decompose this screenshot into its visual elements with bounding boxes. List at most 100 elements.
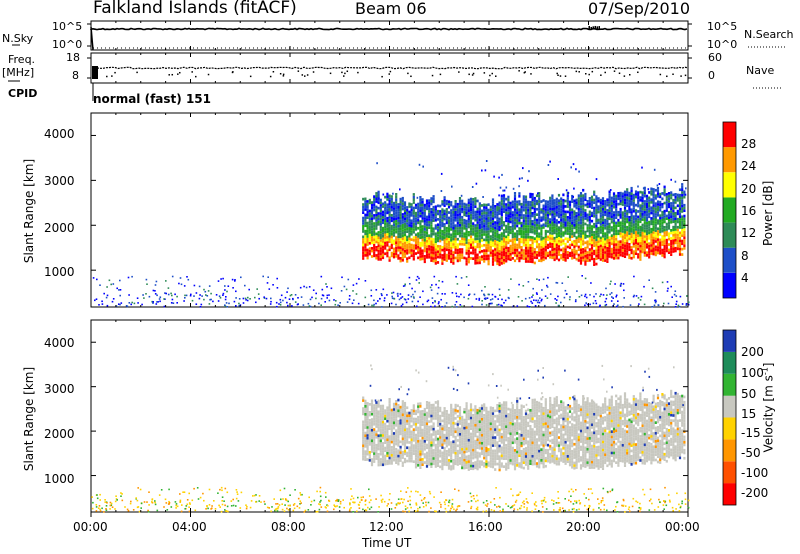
ground-scatter-velocity — [245, 504, 247, 506]
power-cell — [441, 208, 444, 211]
power-cell — [601, 232, 605, 235]
power-cell — [381, 251, 385, 254]
power-cell — [656, 240, 660, 244]
velocity-cell — [397, 433, 400, 437]
ground-scatter-velocity — [588, 498, 590, 501]
velocity-cell — [401, 440, 404, 443]
ground-scatter-velocity — [237, 500, 240, 502]
sparse-echo — [637, 185, 639, 188]
power-cell — [450, 201, 453, 204]
power-cell — [511, 213, 514, 217]
power-cell — [562, 247, 565, 251]
ground-scatter-power — [593, 295, 595, 298]
power-cell — [399, 216, 402, 220]
ground-scatter-power — [633, 275, 635, 278]
power-cell — [428, 255, 431, 259]
ground-scatter-power — [352, 290, 354, 292]
power-cell — [601, 210, 605, 214]
ground-scatter-velocity — [252, 495, 254, 497]
power-cell — [579, 251, 583, 254]
power-cell — [670, 250, 673, 254]
velocity-cell — [395, 408, 398, 411]
ground-scatter-velocity — [440, 506, 442, 508]
power-cell — [502, 248, 506, 251]
power-cell — [454, 208, 457, 211]
power-cell — [623, 239, 627, 242]
power-cell — [478, 202, 481, 205]
velocity-cell — [397, 449, 400, 453]
ground-scatter-velocity — [533, 503, 536, 506]
power-cell — [436, 250, 440, 253]
power-cell — [421, 254, 424, 258]
velocity-cell — [366, 450, 369, 453]
ground-scatter-velocity — [475, 508, 478, 510]
ground-scatter-velocity — [294, 489, 296, 491]
noise-bump — [588, 25, 590, 29]
power-cell — [445, 210, 448, 214]
ground-scatter-velocity — [399, 502, 401, 504]
power-cell — [450, 241, 453, 245]
power-cell — [612, 232, 616, 236]
ground-scatter-power — [403, 298, 406, 300]
power-cell — [502, 234, 506, 238]
ground-scatter-velocity — [333, 508, 335, 511]
power-cell — [406, 251, 409, 255]
power-cell — [661, 243, 664, 246]
power-cell — [452, 213, 455, 217]
power-cell — [456, 246, 459, 249]
power-cell — [511, 230, 514, 233]
velocity-cell — [364, 407, 367, 411]
power-cell — [634, 233, 638, 237]
power-cell — [397, 213, 400, 217]
power-cell — [566, 218, 569, 222]
power-cell — [496, 243, 499, 247]
power-cell — [445, 226, 448, 230]
ground-scatter-power — [351, 302, 354, 305]
power-cell — [454, 224, 457, 227]
velocity-cell — [403, 433, 407, 437]
power-cell — [456, 248, 459, 252]
power-cell — [628, 234, 631, 238]
power-cell — [423, 230, 426, 234]
power-cell — [423, 225, 426, 228]
power-cell — [524, 200, 528, 204]
sparse-echo — [565, 189, 568, 192]
power-cell — [562, 207, 565, 210]
power-cell — [555, 200, 558, 204]
power-cell — [553, 201, 556, 205]
ground-scatter-velocity — [282, 498, 284, 500]
power-cell — [654, 232, 657, 235]
ground-scatter-power — [467, 284, 470, 286]
velocity-cell — [408, 430, 411, 434]
ground-scatter-power — [226, 290, 228, 293]
power-cell — [652, 188, 655, 191]
power-cell — [388, 256, 391, 260]
power-cell — [395, 195, 398, 199]
power-cell — [463, 232, 466, 236]
ground-scatter-power — [165, 280, 167, 282]
power-cell — [419, 196, 422, 199]
ground-scatter-velocity — [115, 495, 117, 497]
ground-scatter-velocity — [602, 487, 605, 490]
power-cell — [663, 242, 666, 245]
power-cell — [500, 213, 503, 217]
power-cell — [480, 249, 484, 253]
power-cell — [441, 224, 444, 228]
noise-spike — [90, 26, 94, 51]
velocity-cell — [392, 456, 396, 459]
power-cell — [667, 210, 671, 214]
power-cell — [443, 258, 446, 261]
velocity-cell — [403, 409, 407, 413]
power-cell — [443, 201, 446, 205]
power-cell — [595, 257, 598, 260]
ground-scatter-velocity — [603, 504, 606, 506]
ground-scatter-power — [320, 304, 322, 306]
power-cell — [403, 204, 407, 207]
ground-scatter-velocity — [174, 501, 177, 503]
velocity-cell — [368, 456, 371, 460]
power-cell — [399, 224, 402, 228]
nsearch-dot — [185, 47, 186, 49]
power-cell — [599, 217, 602, 221]
power-cell — [480, 212, 484, 215]
sparse-echo — [674, 180, 677, 183]
